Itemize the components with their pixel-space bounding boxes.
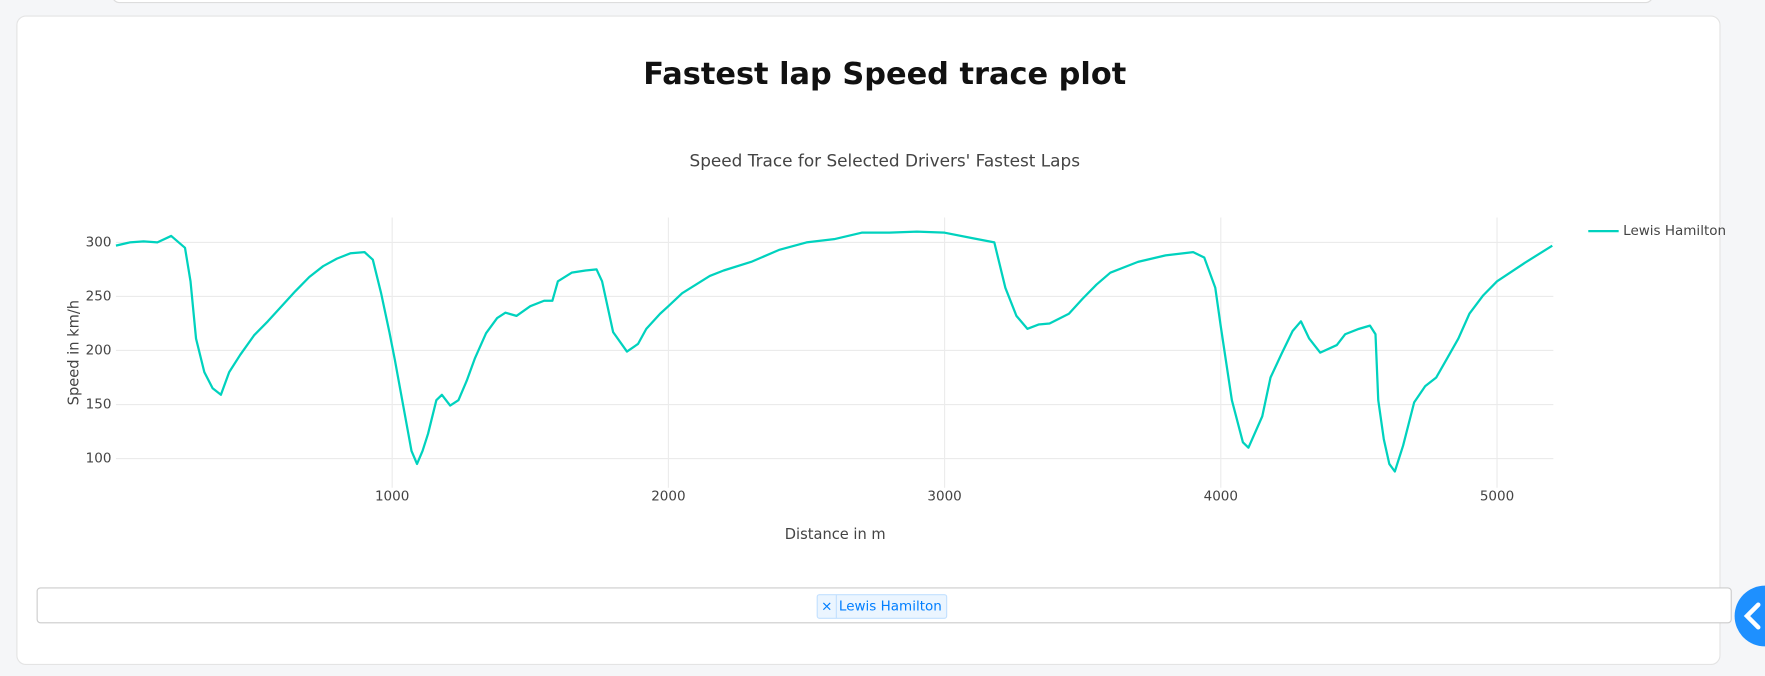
y-tick-label: 300 <box>86 234 112 250</box>
x-tick-label: 4000 <box>1204 489 1238 505</box>
y-axis-title: Speed in km/h <box>65 300 82 405</box>
legend-label: Lewis Hamilton <box>1623 223 1726 239</box>
x-axis-title: Distance in m <box>785 526 886 543</box>
y-tick-label: 200 <box>86 342 112 358</box>
y-tick-label: 250 <box>86 288 112 304</box>
speed-line <box>115 230 1553 473</box>
chip-remove[interactable]: × <box>821 598 832 614</box>
card <box>16 15 1721 665</box>
y-tick-label: 100 <box>86 451 112 467</box>
previous-card <box>113 0 1652 4</box>
sidebar-toggle-icon <box>1743 602 1761 630</box>
x-tick-label: 1000 <box>375 489 409 505</box>
y-tick-label: 150 <box>86 397 112 413</box>
plot: 100 150 200 250 300 1000 2000 3000 4000 5000 Lewis… <box>86 217 1726 505</box>
chart-title: Speed Trace for Selected Drivers' Fastes… <box>689 150 1080 170</box>
page-title: Fastest lap Speed trace plot <box>643 57 1126 92</box>
selected-chip <box>816 594 948 619</box>
x-tick-label: 3000 <box>927 489 961 505</box>
x-tick-label: 2000 <box>651 489 685 505</box>
x-tick-label: 5000 <box>1480 489 1514 505</box>
chip-label: Lewis Hamilton <box>839 598 942 614</box>
